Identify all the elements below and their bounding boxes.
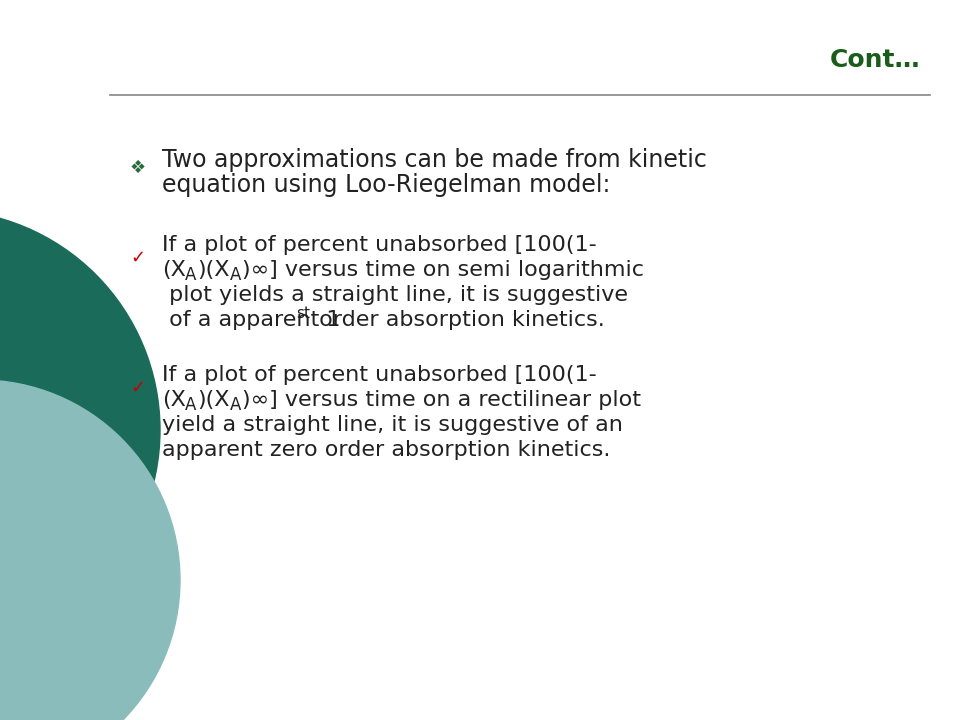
Text: ✓: ✓: [131, 249, 146, 267]
Text: equation using Loo-Riegelman model:: equation using Loo-Riegelman model:: [162, 173, 611, 197]
Text: A: A: [185, 266, 197, 284]
Text: ❖: ❖: [130, 159, 146, 177]
Circle shape: [0, 210, 160, 650]
Text: apparent zero order absorption kinetics.: apparent zero order absorption kinetics.: [162, 440, 611, 460]
Text: (X: (X: [162, 390, 186, 410]
Text: Cont…: Cont…: [829, 48, 920, 72]
Text: If a plot of percent unabsorbed [100(1-: If a plot of percent unabsorbed [100(1-: [162, 235, 597, 255]
Text: A: A: [230, 266, 241, 284]
Text: )(X: )(X: [197, 390, 229, 410]
Text: order absorption kinetics.: order absorption kinetics.: [312, 310, 605, 330]
Text: Two approximations can be made from kinetic: Two approximations can be made from kine…: [162, 148, 707, 172]
Text: )∞] versus time on semi logarithmic: )∞] versus time on semi logarithmic: [242, 260, 644, 280]
Text: st: st: [296, 305, 310, 320]
Text: ✓: ✓: [131, 379, 146, 397]
Text: of a apparent 1: of a apparent 1: [162, 310, 341, 330]
Text: )(X: )(X: [197, 260, 229, 280]
Text: If a plot of percent unabsorbed [100(1-: If a plot of percent unabsorbed [100(1-: [162, 365, 597, 385]
Text: )∞] versus time on a rectilinear plot: )∞] versus time on a rectilinear plot: [242, 390, 641, 410]
Circle shape: [0, 380, 180, 720]
Text: yield a straight line, it is suggestive of an: yield a straight line, it is suggestive …: [162, 415, 623, 435]
Text: plot yields a straight line, it is suggestive: plot yields a straight line, it is sugge…: [162, 285, 628, 305]
Text: A: A: [185, 396, 197, 414]
Text: A: A: [230, 396, 241, 414]
Text: (X: (X: [162, 260, 186, 280]
